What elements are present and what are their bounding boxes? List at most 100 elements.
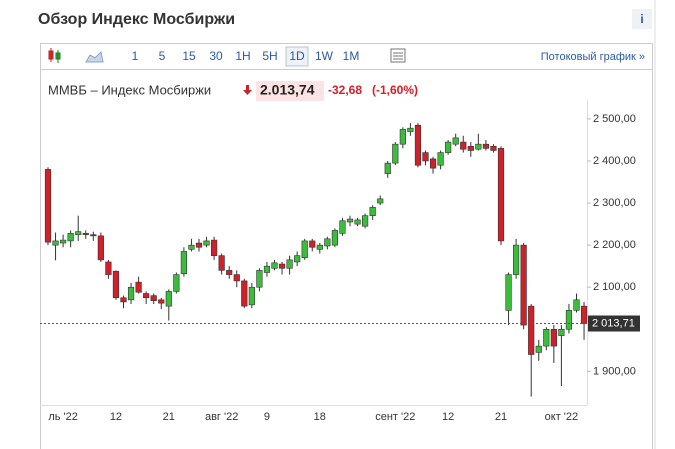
last-price-box: [588, 315, 640, 332]
candle-body: [278, 263, 286, 269]
candle-body: [512, 244, 520, 275]
candle-body: [445, 141, 452, 153]
candle-body: [90, 234, 97, 237]
period-button[interactable]: 1: [132, 49, 139, 63]
candle-body: [580, 305, 588, 324]
x-tick-label: 12: [110, 411, 122, 423]
streaming-link[interactable]: Потоковый график »: [541, 51, 645, 63]
candle-body: [195, 242, 203, 248]
candle-body: [59, 239, 67, 244]
x-tick-label: 21: [495, 411, 507, 423]
candle-body: [407, 127, 414, 132]
x-tick-label: окт '22: [545, 411, 578, 423]
candle-body: [67, 233, 74, 242]
y-tick-label: 2 100,00: [593, 281, 636, 293]
candle-body: [120, 297, 127, 303]
quote-change-pct: (-1,60%): [372, 83, 418, 97]
last-price-label: 2 013,71: [592, 317, 635, 329]
candle-body: [226, 270, 233, 275]
candle-body: [339, 220, 346, 234]
period-button[interactable]: 30: [209, 49, 223, 63]
area-icon[interactable]: [85, 50, 104, 63]
candle-body: [528, 305, 535, 355]
candle-body: [294, 255, 301, 263]
candle-body: [158, 299, 165, 304]
candle-body: [422, 152, 429, 162]
candle-body: [286, 259, 293, 269]
info-icon[interactable]: i: [640, 12, 643, 26]
candle-body: [505, 274, 512, 311]
candle-body: [127, 286, 135, 301]
candle-body: [399, 129, 406, 145]
candle-body: [535, 345, 542, 353]
candle-body: [203, 240, 210, 246]
down-arrow: [243, 85, 252, 95]
candle-body: [429, 158, 437, 169]
candle-body: [263, 265, 271, 273]
candle-body: [241, 280, 248, 307]
period-button[interactable]: 1D: [289, 49, 305, 63]
candle-body: [558, 328, 565, 336]
candle-body: [218, 255, 225, 271]
candle-body: [256, 270, 263, 288]
candle-body: [543, 328, 550, 347]
candle-body: [52, 240, 59, 246]
candle-body: [143, 293, 150, 299]
quote-price: 2.013,74: [260, 82, 315, 98]
y-tick-label: 2 200,00: [593, 239, 636, 251]
candle-body: [150, 295, 157, 301]
candle-body: [316, 244, 323, 250]
candle-body: [233, 274, 240, 282]
candle-body: [497, 148, 505, 242]
candle-body: [414, 124, 422, 166]
candle-body: [377, 198, 384, 204]
period-selected[interactable]: [285, 46, 309, 67]
x-tick-label: 18: [314, 411, 326, 423]
period-button[interactable]: 5: [159, 49, 166, 63]
widget-title: Обзор Индекс Мосбиржи: [38, 11, 235, 28]
candle-body: [75, 231, 82, 235]
candle-body: [248, 286, 255, 306]
candle-body: [354, 219, 361, 225]
candle-body: [331, 230, 339, 246]
price-highlight: [256, 81, 324, 101]
candle-body: [565, 310, 573, 330]
candle-body: [460, 141, 467, 150]
candle-body: [475, 143, 482, 150]
x-tick-label: ль '22: [48, 411, 78, 423]
x-tick-label: сент '22: [375, 411, 415, 423]
y-tick-label: 2 300,00: [593, 197, 636, 209]
candle-body: [301, 240, 308, 259]
period-button[interactable]: 15: [182, 49, 196, 63]
candle-body: [490, 145, 497, 151]
period-button[interactable]: 1W: [315, 49, 334, 63]
candle-body: [452, 137, 459, 145]
candle-body: [165, 291, 172, 307]
candle-body: [392, 143, 399, 164]
period-button[interactable]: 1M: [343, 49, 360, 63]
table-icon[interactable]: [390, 48, 406, 63]
x-tick-label: 12: [442, 411, 454, 423]
candle-body: [482, 143, 490, 149]
candle-body: [180, 251, 188, 275]
period-button[interactable]: 1H: [235, 49, 250, 63]
candle-body: [384, 162, 391, 174]
candle-body: [44, 169, 52, 243]
y-tick-label: 2 400,00: [593, 155, 636, 167]
candle-body: [309, 240, 316, 248]
info-button[interactable]: [632, 9, 652, 29]
candle-icon[interactable]: [48, 48, 61, 63]
candle-body: [346, 218, 354, 223]
candle-body: [573, 299, 580, 311]
x-tick-label: авг '22: [205, 411, 238, 423]
candle-body: [467, 145, 474, 151]
candle-body: [369, 206, 376, 216]
candle-body: [135, 281, 142, 293]
x-tick-label: 9: [264, 411, 270, 423]
candle-body: [188, 244, 195, 250]
period-button[interactable]: 5H: [262, 49, 277, 63]
candle-body: [324, 238, 331, 247]
y-tick-label: 2 500,00: [593, 113, 636, 125]
